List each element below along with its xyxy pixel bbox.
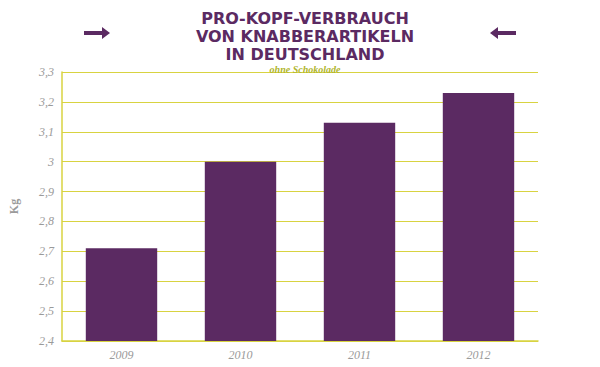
svg-text:2009: 2009: [110, 348, 134, 362]
svg-text:3: 3: [47, 155, 54, 169]
svg-text:2,9: 2,9: [39, 185, 54, 199]
svg-text:2,7: 2,7: [39, 244, 55, 258]
svg-text:2012: 2012: [467, 348, 491, 362]
svg-text:2010: 2010: [229, 348, 253, 362]
svg-text:Kg: Kg: [7, 199, 21, 214]
svg-text:3,1: 3,1: [38, 125, 54, 139]
svg-text:2,4: 2,4: [39, 334, 54, 348]
svg-text:IN DEUTSCHLAND: IN DEUTSCHLAND: [226, 45, 385, 64]
svg-text:PRO-KOPF-VERBRAUCH: PRO-KOPF-VERBRAUCH: [201, 9, 409, 28]
svg-text:2,6: 2,6: [39, 274, 54, 288]
svg-text:2011: 2011: [348, 348, 371, 362]
svg-text:VON KNABBERARTIKELN: VON KNABBERARTIKELN: [196, 27, 414, 46]
svg-text:3,2: 3,2: [38, 95, 54, 109]
svg-text:ohne Schokolade: ohne Schokolade: [270, 64, 341, 75]
svg-text:2,8: 2,8: [39, 214, 54, 228]
svg-text:2,5: 2,5: [39, 304, 54, 318]
svg-text:3,3: 3,3: [38, 65, 54, 79]
